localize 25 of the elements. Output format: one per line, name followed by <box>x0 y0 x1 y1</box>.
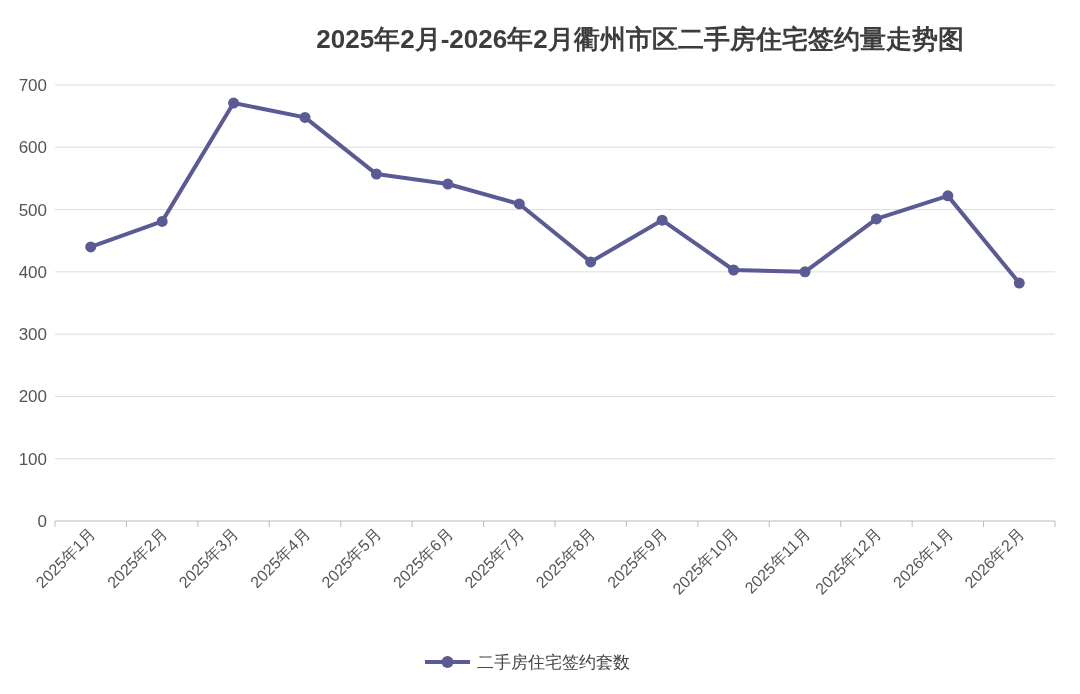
point <box>156 215 168 227</box>
point <box>942 190 954 202</box>
point <box>85 241 97 253</box>
point <box>870 213 882 225</box>
y-tick-label: 300 <box>18 325 47 345</box>
y-tick-label: 400 <box>18 262 47 282</box>
y-tick-label: 600 <box>18 138 47 158</box>
chart-title: 2025年2月-2026年2月衢州市区二手房住宅签约量走势图 <box>316 24 964 54</box>
y-tick-label: 200 <box>18 387 47 407</box>
y-tick-label: 700 <box>18 76 47 95</box>
y-tick-label: 0 <box>37 512 47 531</box>
point <box>513 198 525 210</box>
point <box>228 97 240 109</box>
point <box>656 214 668 226</box>
legend: 二手房住宅签约套数 <box>425 653 630 672</box>
legend-label: 二手房住宅签约套数 <box>477 653 630 672</box>
y-tick-label: 500 <box>18 200 47 220</box>
point <box>442 178 454 190</box>
point <box>370 168 382 180</box>
point <box>1013 277 1025 289</box>
point <box>799 266 811 278</box>
point <box>728 264 740 276</box>
point <box>299 111 311 123</box>
y-tick-label: 100 <box>18 449 47 469</box>
point <box>585 256 597 268</box>
